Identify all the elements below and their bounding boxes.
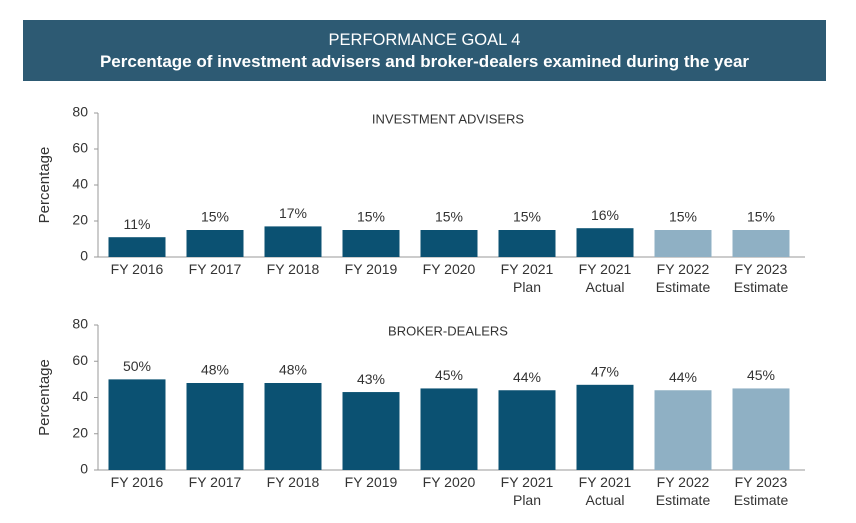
x-tick-label: FY 2023 Estimate (733, 474, 789, 508)
x-tick-label: FY 2023 Estimate (733, 261, 789, 295)
y-tick-label: 0 (80, 461, 88, 477)
y-tick-label: 60 (72, 352, 88, 368)
value-label: 43% (357, 371, 385, 387)
y-tick-label: 60 (72, 140, 88, 156)
y-tick-label: 20 (72, 424, 88, 440)
bar (420, 388, 478, 470)
header: PERFORMANCE GOAL 4 Percentage of investm… (23, 20, 826, 81)
value-label: 11% (124, 216, 151, 232)
y-tick-label: 80 (72, 316, 88, 332)
value-label: 44% (669, 369, 697, 385)
value-label: 45% (747, 367, 775, 383)
bar (654, 390, 712, 470)
y-tick-label: 20 (72, 212, 88, 228)
chart-title: INVESTMENT ADVISERS (372, 111, 525, 126)
bar (264, 383, 322, 470)
bar (732, 230, 790, 257)
x-tick-label: FY 2021 Plan (500, 474, 554, 508)
bar (498, 390, 556, 470)
x-tick-label: FY 2019 (344, 261, 398, 277)
bar (342, 392, 400, 470)
value-label: 16% (591, 207, 619, 223)
bar (264, 226, 322, 257)
value-label: 15% (513, 209, 541, 225)
bar (576, 228, 634, 257)
value-label: 15% (357, 209, 385, 225)
chart-title: BROKER-DEALERS (388, 323, 508, 338)
value-label: 15% (669, 209, 697, 225)
value-label: 15% (201, 209, 229, 225)
bar (576, 384, 634, 470)
x-tick-label: FY 2020 (422, 474, 476, 490)
x-tick-label: FY 2020 (422, 261, 476, 277)
x-tick-label: FY 2017 (188, 474, 242, 490)
value-label: 44% (513, 369, 541, 385)
bar (498, 230, 556, 257)
bar (654, 230, 712, 257)
bar (108, 237, 166, 257)
bar (342, 230, 400, 257)
value-label: 48% (201, 362, 229, 378)
x-tick-label: FY 2016 (110, 261, 164, 277)
x-tick-label: FY 2021 Plan (500, 261, 554, 295)
y-axis-label: Percentage (36, 359, 53, 436)
value-label: 50% (123, 358, 151, 374)
x-tick-label: FY 2022 Estimate (655, 474, 711, 508)
header-title: PERFORMANCE GOAL 4 (328, 31, 521, 49)
y-axis-label: Percentage (36, 147, 53, 224)
bar (420, 230, 478, 257)
x-tick-label: FY 2021 Actual (578, 474, 632, 508)
bar (108, 379, 166, 470)
x-tick-label: FY 2018 (266, 474, 320, 490)
bar (732, 388, 790, 470)
value-label: 17% (279, 205, 307, 221)
value-label: 45% (435, 367, 463, 383)
header-subtitle: Percentage of investment advisers and br… (99, 52, 750, 71)
x-tick-label: FY 2017 (188, 261, 242, 277)
value-label: 48% (279, 362, 307, 378)
x-tick-label: FY 2019 (344, 474, 398, 490)
value-label: 15% (747, 209, 775, 225)
value-label: 15% (435, 209, 463, 225)
bar (186, 230, 244, 257)
x-tick-label: FY 2018 (266, 261, 320, 277)
x-tick-label: FY 2016 (110, 474, 164, 490)
y-tick-label: 0 (80, 248, 88, 264)
y-tick-label: 40 (72, 176, 88, 192)
bar (186, 383, 244, 470)
x-tick-label: FY 2021 Actual (578, 261, 632, 295)
y-tick-label: 80 (72, 104, 88, 120)
y-tick-label: 40 (72, 388, 88, 404)
value-label: 47% (591, 364, 619, 380)
x-tick-label: FY 2022 Estimate (655, 261, 711, 295)
